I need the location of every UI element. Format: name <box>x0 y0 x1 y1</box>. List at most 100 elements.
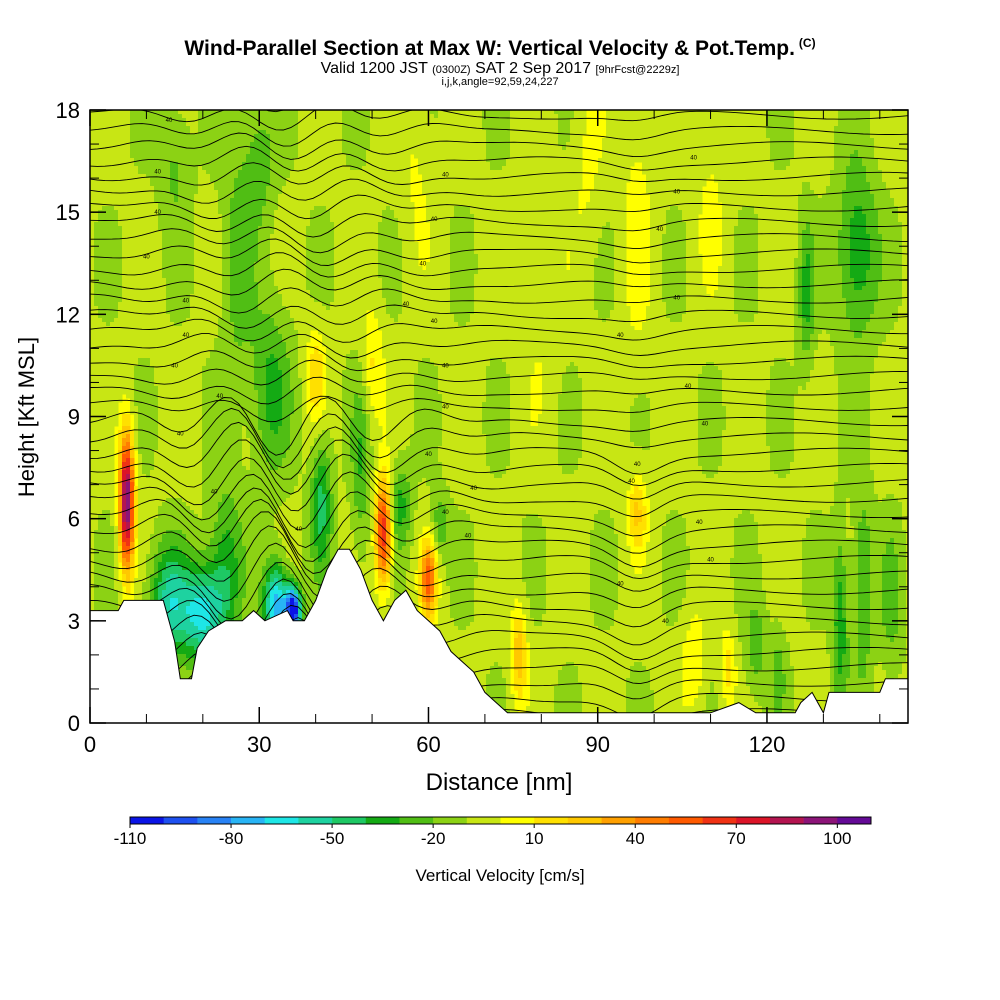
field-cell <box>98 214 103 219</box>
field-cell <box>190 350 195 355</box>
field-cell <box>110 498 115 503</box>
field-cell <box>114 210 119 215</box>
field-cell <box>114 534 119 539</box>
field-cell <box>186 478 191 483</box>
field-cell <box>146 426 151 431</box>
field-cell <box>110 478 115 483</box>
field-cell <box>158 418 163 423</box>
field-cell <box>138 394 143 399</box>
field-cell <box>102 230 107 235</box>
field-cell <box>186 322 191 327</box>
field-cell <box>190 358 195 363</box>
field-cell <box>138 206 143 211</box>
field-cell <box>98 130 103 135</box>
field-cell <box>174 458 179 463</box>
field-cell <box>158 278 163 283</box>
field-cell <box>106 542 111 547</box>
field-cell <box>138 290 143 295</box>
field-cell <box>102 498 107 503</box>
field-cell <box>154 198 159 203</box>
field-cell <box>122 482 127 487</box>
field-cell <box>126 146 131 151</box>
field-cell <box>118 150 123 155</box>
field-cell <box>170 582 175 587</box>
field-cell <box>190 150 195 155</box>
field-cell <box>110 166 115 171</box>
field-cell <box>98 410 103 415</box>
field-cell <box>142 278 147 283</box>
field-cell <box>130 130 135 135</box>
field-cell <box>102 246 107 251</box>
field-cell <box>166 606 171 611</box>
field-cell <box>118 118 123 123</box>
field-cell <box>166 542 171 547</box>
field-cell <box>98 158 103 163</box>
field-cell <box>194 142 199 147</box>
field-cell <box>98 170 103 175</box>
field-cell <box>178 542 183 547</box>
field-cell <box>126 338 131 343</box>
field-cell <box>138 222 143 227</box>
field-cell <box>142 530 147 535</box>
field-cell <box>118 506 123 511</box>
field-cell <box>122 246 127 251</box>
field-cell <box>98 538 103 543</box>
field-cell <box>110 130 115 135</box>
field-cell <box>134 326 139 331</box>
field-cell <box>154 322 159 327</box>
field-cell <box>98 490 103 495</box>
field-cell <box>154 238 159 243</box>
field-cell <box>98 458 103 463</box>
field-cell <box>110 390 115 395</box>
field-cell <box>158 330 163 335</box>
field-cell <box>106 246 111 251</box>
field-cell <box>190 202 195 207</box>
field-cell <box>114 114 119 119</box>
field-cell <box>194 126 199 131</box>
field-cell <box>154 398 159 403</box>
field-cell <box>190 138 195 143</box>
field-cell <box>106 194 111 199</box>
field-cell <box>106 606 111 611</box>
field-cell <box>166 150 171 155</box>
field-cell <box>170 386 175 391</box>
field-cell <box>138 314 143 319</box>
field-cell <box>122 366 127 371</box>
field-cell <box>170 482 175 487</box>
field-cell <box>158 334 163 339</box>
field-cell <box>126 118 131 123</box>
field-cell <box>98 274 103 279</box>
field-cell <box>166 134 171 139</box>
field-cell <box>190 266 195 271</box>
field-cell <box>138 566 143 571</box>
field-cell <box>162 350 167 355</box>
field-cell <box>102 538 107 543</box>
field-cell <box>158 130 163 135</box>
field-cell <box>150 458 155 463</box>
field-cell <box>110 518 115 523</box>
field-cell <box>122 382 127 387</box>
field-cell <box>170 370 175 375</box>
field-cell <box>94 590 99 595</box>
field-cell <box>182 606 187 611</box>
field-cell <box>158 234 163 239</box>
field-cell <box>142 290 147 295</box>
field-cell <box>118 474 123 479</box>
field-cell <box>178 218 183 223</box>
field-cell <box>198 218 203 223</box>
field-cell <box>166 226 171 231</box>
field-cell <box>126 414 131 419</box>
field-cell <box>122 422 127 427</box>
field-cell <box>150 570 155 575</box>
field-cell <box>138 466 143 471</box>
field-cell <box>182 258 187 263</box>
field-cell <box>134 582 139 587</box>
field-cell <box>150 466 155 471</box>
field-cell <box>126 294 131 299</box>
field-cell <box>146 594 151 599</box>
field-cell <box>162 186 167 191</box>
field-cell <box>174 386 179 391</box>
field-cell <box>158 274 163 279</box>
field-cell <box>158 218 163 223</box>
field-cell <box>130 318 135 323</box>
